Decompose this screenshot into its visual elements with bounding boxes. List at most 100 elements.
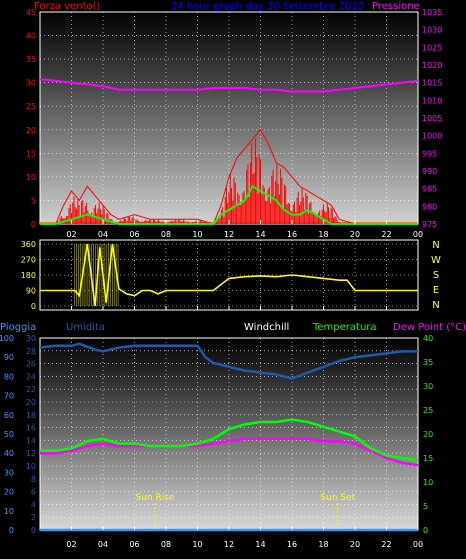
y-right-tick-label: 1010 (422, 96, 442, 105)
y-right-tick-label: 1015 (422, 79, 442, 88)
y-right-tick-label: 1020 (422, 61, 442, 70)
x-tick-label: 00 (413, 540, 423, 549)
x-tick-label: 12 (224, 540, 234, 549)
y-left-tick-label: 25 (26, 102, 36, 111)
y-left2-tick-label: 0 (9, 526, 14, 535)
y-right-tick-label: 30 (423, 382, 433, 391)
y-right-tick-label: 15 (423, 454, 433, 463)
y-right-tick-label: 1005 (422, 114, 442, 123)
x-tick-label: 12 (224, 230, 234, 239)
y-right-tick-label: 20 (423, 430, 433, 439)
chart-title: 24 hour graph day 30 Settembre 2013 (171, 1, 364, 12)
y-left-tick-label: 10 (26, 462, 36, 471)
pioggia-label: Pioggia (0, 322, 36, 333)
x-tick-label: 14 (255, 540, 265, 549)
y-right-tick-label: 1025 (422, 43, 442, 52)
y-left-tick-label: 20 (26, 126, 36, 135)
y-right-tick-label: 1035 (422, 8, 442, 17)
x-tick-label: 08 (161, 540, 171, 549)
x-tick-label: 20 (350, 540, 360, 549)
x-tick-label: 10 (192, 540, 202, 549)
y-left2-tick-label: 10 (4, 507, 14, 516)
y-left-tick-label: 2 (31, 513, 36, 522)
windchill-label: Windchill (244, 322, 289, 333)
y-right-tick-label: 25 (423, 406, 433, 415)
wind-speed-line (40, 184, 418, 225)
y-right-tick-label: 1030 (422, 26, 442, 35)
x-tick-label: 18 (318, 540, 328, 549)
y-left-tick-label: 10 (26, 173, 36, 182)
y-left2-tick-label: 40 (4, 449, 14, 458)
y-left-tick-label: 0 (31, 220, 36, 229)
y-left2-tick-label: 70 (4, 392, 14, 401)
x-tick-label: 06 (129, 230, 139, 239)
y-left-tick-label: 24 (26, 372, 36, 381)
y-left-tick-label: 30 (26, 79, 36, 88)
y-left2-tick-label: 50 (4, 430, 14, 439)
x-tick-label: 02 (66, 540, 76, 549)
y-tick-label: 90 (26, 287, 36, 296)
x-tick-label: 04 (98, 230, 108, 239)
wind-gust-envelope (40, 128, 418, 225)
dewpoint-line (40, 437, 419, 467)
x-tick-label: 06 (129, 540, 139, 549)
y-right-tick-label: 975 (422, 220, 437, 229)
y-left-tick-label: 26 (26, 360, 36, 369)
pressure-label: Pressione (372, 1, 420, 12)
x-tick-label: 20 (350, 230, 360, 239)
y-left-tick-label: 18 (26, 411, 36, 420)
sun-annotation: Sun Rise (135, 493, 174, 503)
y-right-tick-label: 10 (423, 478, 433, 487)
y-right-tick-label: 1000 (422, 132, 442, 141)
y-left-tick-label: 30 (26, 334, 36, 343)
y-tick-label: 360 (21, 240, 36, 249)
y-left-tick-label: 45 (26, 8, 36, 17)
x-tick-label: 14 (255, 230, 265, 239)
x-tick-label: 08 (161, 230, 171, 239)
y-left-tick-label: 20 (26, 398, 36, 407)
compass-letter: N (432, 240, 439, 251)
y-left2-tick-label: 30 (4, 468, 14, 477)
y-right-tick-label: 5 (423, 502, 428, 511)
compass-letter: W (431, 255, 441, 266)
sun-annotation: Sun Set (320, 493, 355, 503)
y-tick-label: 0 (31, 302, 36, 311)
x-tick-label: 04 (98, 540, 108, 549)
y-left-tick-label: 28 (26, 347, 36, 356)
y-right-tick-label: 985 (422, 185, 437, 194)
temperatura-label: Temperatura (312, 322, 377, 333)
umidita-label: Umidita (66, 322, 105, 333)
x-tick-label: 16 (287, 540, 297, 549)
humidity-line (39, 342, 418, 380)
y-left-tick-label: 16 (26, 424, 36, 433)
x-tick-label: 10 (192, 230, 202, 239)
x-tick-label: 22 (381, 540, 391, 549)
temperature-line (40, 418, 419, 462)
y-left-tick-label: 0 (31, 526, 36, 535)
x-tick-label: 22 (381, 230, 391, 239)
y-left2-tick-label: 20 (4, 488, 14, 497)
y-right-tick-label: 0 (423, 526, 428, 535)
dewpoint-label: Dew Point (°C) (393, 322, 466, 333)
y-left-tick-label: 14 (26, 436, 36, 445)
y-left-tick-label: 12 (26, 449, 36, 458)
y-left-tick-label: 5 (31, 196, 36, 205)
wind-label: Forza vento() (34, 1, 101, 12)
y-right-tick-label: 40 (423, 334, 433, 343)
y-left-tick-label: 35 (26, 55, 36, 64)
y-right-tick-label: 35 (423, 358, 433, 367)
pressure-line (39, 78, 419, 93)
y-tick-label: 270 (21, 256, 36, 265)
x-tick-label: 18 (318, 230, 328, 239)
compass-letter: E (433, 285, 439, 296)
y-right-tick-label: 990 (422, 167, 437, 176)
y-left-tick-label: 8 (31, 475, 36, 484)
y-left-tick-label: 6 (31, 488, 36, 497)
compass-letter: N (432, 300, 439, 311)
compass-letter: S (433, 270, 439, 281)
y-left-tick-label: 4 (31, 500, 36, 509)
y-right-tick-label: 995 (422, 149, 437, 158)
x-tick-label: 16 (287, 230, 297, 239)
